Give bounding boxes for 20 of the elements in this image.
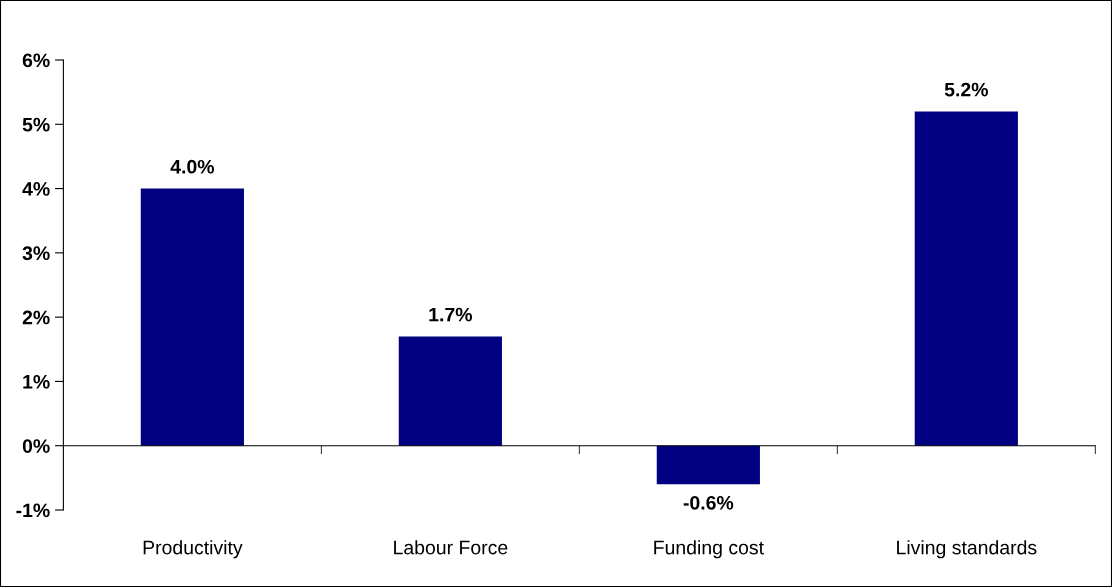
y-tick-label: 0% [22,439,50,453]
bar [656,445,760,485]
data-label: 1.7% [429,307,473,322]
y-tick-label: -1% [16,503,50,518]
y-tick-label: 1% [23,374,50,389]
x-tick-label: Living standards [897,540,1037,559]
bar [140,188,244,446]
y-tick-label: 2% [22,310,50,325]
y-tick-label: 4% [22,182,50,196]
x-tick-label: Funding cost [654,540,764,559]
y-tick-label: 3% [22,246,50,261]
x-tick-label: Productivity [143,540,243,559]
data-label: 4.0% [170,159,215,174]
y-tick-label: 5% [22,117,50,132]
y-tick-label: 6% [22,53,50,68]
x-tick-label: Labour Force [394,540,508,555]
bar [398,336,502,446]
data-label: 5.2% [944,82,988,97]
data-label: -0.6% [683,495,734,510]
bar [914,111,1018,446]
